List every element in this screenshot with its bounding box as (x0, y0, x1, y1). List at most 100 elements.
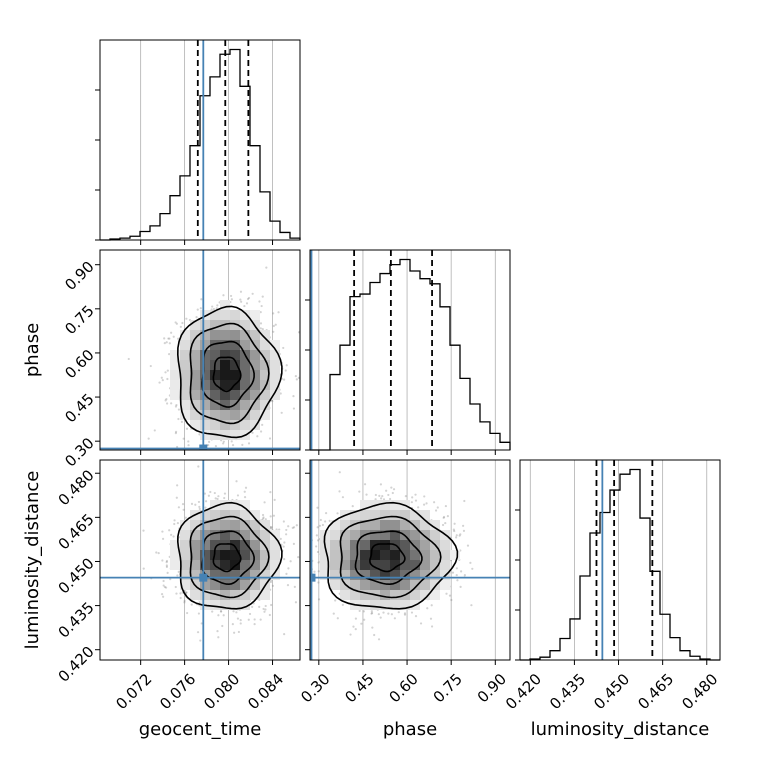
density-cell (210, 340, 220, 350)
panel-frame (99, 459, 301, 661)
sample-point (231, 623, 234, 626)
sample-point (198, 507, 201, 511)
sample-point (200, 622, 203, 625)
sample-point (199, 639, 202, 642)
sample-point (292, 526, 296, 529)
x-axis-label-phase: phase (383, 719, 437, 740)
density-cell (220, 500, 230, 510)
sample-point (182, 508, 185, 511)
histogram-step-line (310, 258, 511, 451)
sample-point (354, 617, 358, 620)
density-cell (220, 530, 230, 540)
sample-point (434, 509, 438, 512)
density-cell (260, 350, 270, 360)
sample-point (453, 522, 456, 525)
density-cell (200, 380, 210, 390)
sample-point (338, 471, 341, 474)
density-cell (200, 530, 210, 540)
sample-point (185, 591, 188, 594)
sample-point (176, 574, 179, 577)
sample-point (241, 443, 244, 446)
x-tick-label: 0.30 (297, 670, 333, 706)
sample-point (265, 266, 268, 269)
density-cell (410, 560, 420, 570)
sample-point (251, 605, 254, 608)
density-cell (220, 600, 230, 610)
sample-point (316, 526, 319, 529)
density-cell (170, 540, 180, 550)
density-cell (260, 370, 270, 380)
density-cell (390, 600, 400, 610)
density-cell (440, 550, 450, 560)
density-cell (390, 580, 400, 590)
density-cell (210, 510, 220, 520)
sample-point (247, 442, 251, 445)
density-cell (240, 320, 250, 330)
density-cell (200, 520, 210, 530)
density-cell (410, 550, 420, 560)
sample-point (377, 638, 381, 641)
sample-point (240, 300, 243, 303)
sample-point (211, 305, 214, 308)
density-cell (240, 530, 250, 540)
density-cell (270, 340, 280, 350)
density-cell (260, 380, 270, 390)
sample-point (157, 552, 160, 555)
sample-point (463, 574, 466, 577)
density-cell (370, 550, 380, 560)
y-tick-label: 0.465 (55, 510, 98, 553)
sample-point (338, 490, 341, 493)
density-cell (360, 560, 370, 570)
density-cell (220, 400, 230, 410)
density-cell (180, 380, 190, 390)
density-cell (240, 600, 250, 610)
sample-point (170, 402, 173, 405)
sample-point (385, 489, 388, 492)
sample-point (259, 430, 263, 433)
sample-point (272, 324, 275, 328)
sample-point (264, 608, 267, 611)
hist-panel-geocent_time (95, 39, 301, 245)
density-cell (180, 580, 190, 590)
density-cell (440, 540, 450, 550)
sample-point (195, 316, 198, 319)
sample-point (429, 617, 433, 620)
density-cell (340, 540, 350, 550)
sample-point (316, 539, 320, 542)
sample-point (306, 584, 308, 586)
sample-point (245, 302, 249, 305)
density-cell (330, 580, 340, 590)
density-cell (230, 550, 240, 560)
sample-point (222, 294, 225, 297)
sample-point (382, 611, 385, 614)
sample-point (414, 615, 418, 618)
sample-point (466, 544, 470, 547)
density-cell (200, 540, 210, 550)
sample-point (165, 561, 168, 564)
sample-point (410, 501, 413, 504)
density-cell (210, 410, 220, 420)
density-cell (250, 380, 260, 390)
sample-point (269, 490, 272, 494)
sample-point (305, 594, 307, 596)
density-cell (190, 530, 200, 540)
sample-point (387, 612, 390, 615)
sample-point (142, 529, 145, 532)
density-cell (380, 560, 390, 570)
sample-point (297, 555, 300, 559)
sample-point (387, 493, 390, 497)
sample-point (261, 328, 264, 331)
sample-point (217, 495, 220, 498)
sample-point (436, 506, 439, 509)
sample-point (261, 295, 264, 298)
density-cell (320, 560, 330, 570)
density-cell (330, 520, 340, 530)
density-cell (340, 550, 350, 560)
sample-point (174, 430, 178, 433)
density-cell (230, 340, 240, 350)
sample-point (185, 317, 188, 320)
density-cell (230, 430, 240, 440)
density-cell (230, 500, 240, 510)
density-cell (240, 400, 250, 410)
sample-point (417, 506, 420, 509)
